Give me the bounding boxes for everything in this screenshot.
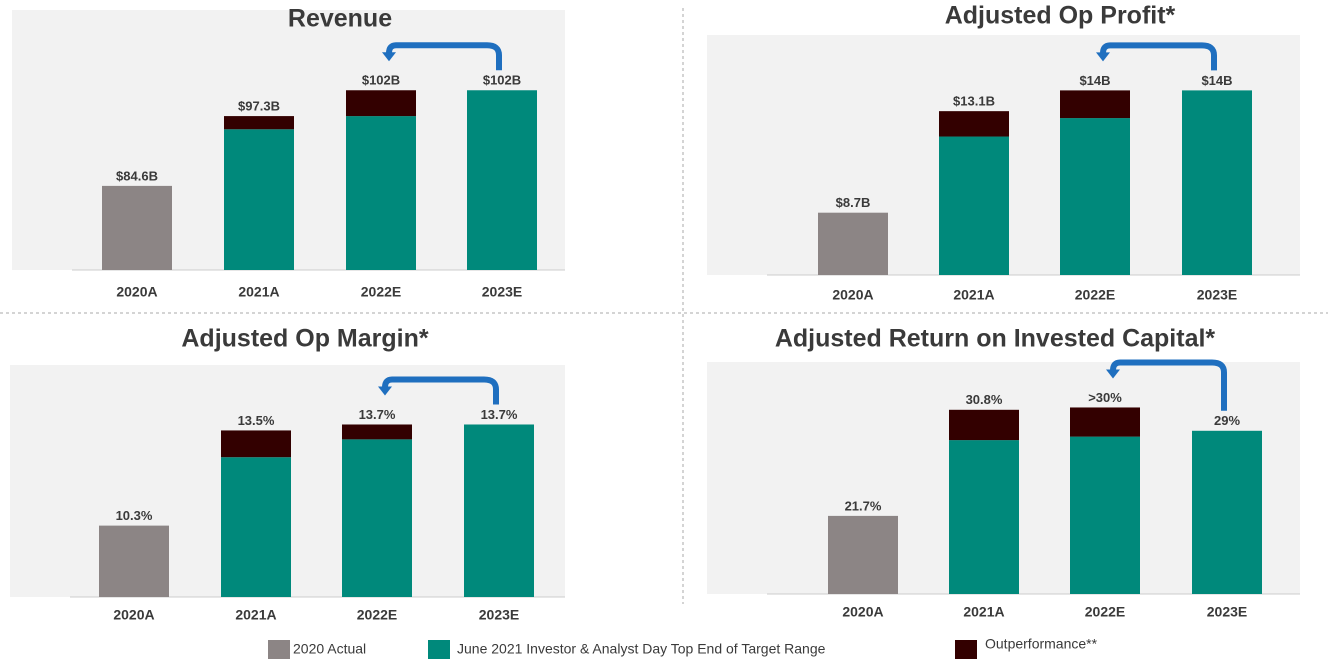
arrowhead: [1106, 369, 1120, 379]
bar: [818, 212, 888, 275]
bar: [464, 424, 534, 597]
arrow: [386, 42, 502, 71]
value-label: $14B: [1079, 73, 1110, 88]
arrowhead: [378, 386, 392, 396]
bar: [828, 515, 898, 594]
bar: [224, 116, 294, 130]
bar: [1070, 436, 1140, 594]
x-tick-label: 2021A: [235, 607, 276, 623]
value-label: $102B: [483, 73, 521, 88]
x-tick-label: 2023E: [1197, 287, 1237, 303]
bar: [221, 430, 291, 458]
value-label: $97.3B: [238, 99, 280, 114]
arrowhead: [382, 52, 396, 62]
arrow: [382, 376, 499, 405]
bar: [224, 129, 294, 270]
bar: [346, 116, 416, 270]
x-tick-label: 2020A: [832, 287, 873, 303]
x-tick-label: 2023E: [482, 284, 522, 300]
arrow: [1110, 359, 1227, 411]
bar: [1060, 90, 1130, 119]
bar: [346, 90, 416, 117]
bar: [99, 525, 169, 597]
value-label: $13.1B: [953, 94, 995, 109]
value-label: >30%: [1088, 390, 1122, 405]
x-tick-label: 2021A: [963, 604, 1004, 620]
chart-title: Revenue: [288, 5, 392, 33]
bar: [221, 457, 291, 597]
x-tick-label: 2020A: [113, 607, 154, 623]
x-tick-label: 2022E: [361, 284, 401, 300]
value-label: $102B: [362, 73, 400, 88]
bar: [949, 440, 1019, 594]
x-tick-label: 2022E: [1075, 287, 1115, 303]
arrow: [1100, 42, 1217, 71]
bar: [939, 136, 1009, 275]
chart-title: Adjusted Return on Invested Capital*: [775, 325, 1216, 353]
bar: [939, 111, 1009, 137]
x-tick-label: 2020A: [116, 284, 157, 300]
bar: [1060, 118, 1130, 275]
x-tick-label: 2021A: [238, 284, 279, 300]
bar: [467, 90, 537, 271]
value-label: 13.7%: [359, 407, 396, 422]
bar: [949, 409, 1019, 441]
x-tick-label: 2022E: [357, 607, 397, 623]
bar: [1192, 430, 1262, 594]
x-tick-label: 2021A: [953, 287, 994, 303]
bar: [342, 439, 412, 597]
x-tick-label: 2022E: [1085, 604, 1125, 620]
value-label: 13.7%: [481, 407, 518, 422]
bar: [342, 424, 412, 440]
bar: [1070, 407, 1140, 437]
value-label: 10.3%: [116, 508, 153, 523]
legend-label: Outperformance**: [985, 636, 1098, 652]
value-label: 13.5%: [238, 413, 275, 428]
legend-label: 2020 Actual: [293, 641, 366, 657]
legend-swatch: [955, 640, 977, 659]
bar: [102, 185, 172, 270]
legend-swatch: [268, 640, 290, 659]
bar: [1182, 90, 1252, 275]
x-tick-label: 2020A: [842, 604, 883, 620]
value-label: 21.7%: [845, 498, 882, 513]
legend-swatch: [428, 640, 450, 659]
chart-title: Adjusted Op Profit*: [945, 2, 1176, 30]
x-tick-label: 2023E: [479, 607, 519, 623]
value-label: $8.7B: [836, 195, 871, 210]
value-label: 30.8%: [966, 392, 1003, 407]
legend-label: June 2021 Investor & Analyst Day Top End…: [457, 641, 826, 657]
arrowhead: [1096, 52, 1110, 62]
x-tick-label: 2023E: [1207, 604, 1247, 620]
value-label: $84.6B: [116, 168, 158, 183]
chart-title: Adjusted Op Margin*: [181, 325, 429, 353]
value-label: $14B: [1201, 73, 1232, 88]
value-label: 29%: [1214, 413, 1240, 428]
